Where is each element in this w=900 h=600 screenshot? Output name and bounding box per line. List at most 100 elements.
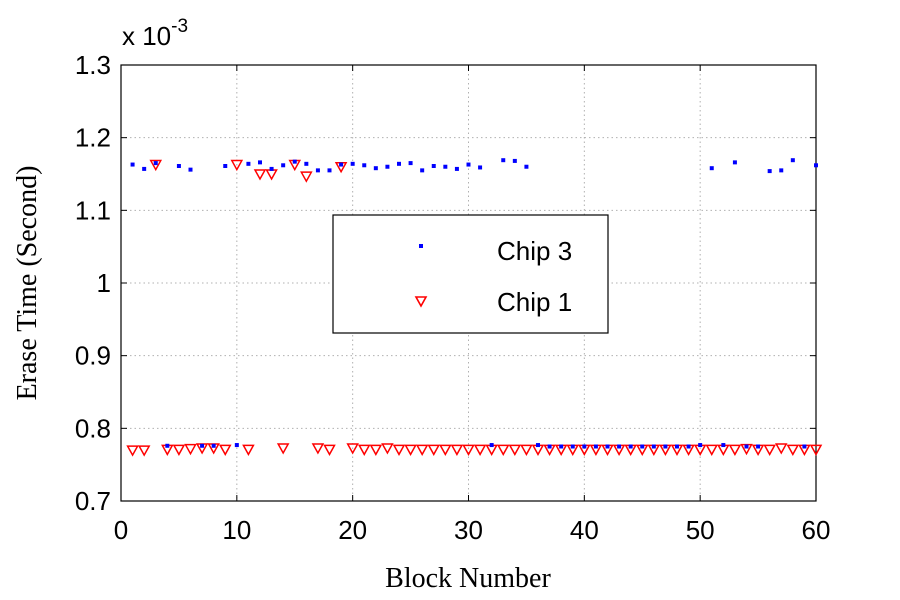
chip3-point <box>281 163 286 168</box>
chip3-point <box>524 164 529 169</box>
chip1-point <box>508 444 522 456</box>
legend-marker-chip1 <box>414 296 428 308</box>
chip3-point <box>593 444 598 449</box>
chip1-point <box>230 159 244 172</box>
y-tick-label: 0.7 <box>75 486 111 516</box>
chip1-point <box>300 171 313 183</box>
chip3-point <box>130 162 135 167</box>
chip3-point <box>640 444 645 449</box>
chip1-point <box>473 444 487 456</box>
chip3-point <box>582 444 587 449</box>
chip1-point <box>809 444 823 456</box>
chip3-point <box>605 444 610 449</box>
chip3-point <box>304 161 309 166</box>
chip3-point <box>790 158 795 163</box>
chip3-point <box>443 164 448 169</box>
chip1-point <box>439 444 452 456</box>
chip3-point <box>709 166 714 171</box>
chip3-point <box>536 443 540 448</box>
chip3-point <box>501 158 506 163</box>
data-series <box>126 158 823 457</box>
chip1-point <box>462 444 475 456</box>
chip3-point <box>454 166 459 171</box>
y-tick-label: 1 <box>97 268 111 298</box>
chip3-point <box>350 161 355 166</box>
chip1-point <box>218 444 232 456</box>
chip3-point <box>547 444 552 449</box>
chip1-point <box>415 444 429 456</box>
chip1-point <box>705 444 719 456</box>
series-chip-3 <box>130 158 818 449</box>
y-axis-label: Erase Time (Second) <box>12 166 43 401</box>
chip1-point <box>137 445 151 457</box>
legend-marker-chip3 <box>419 244 423 248</box>
x-tick-label: 50 <box>686 515 715 545</box>
chip1-point <box>253 169 267 181</box>
chip3-point <box>814 163 818 168</box>
legend-label-chip1: Chip 1 <box>497 287 572 317</box>
chip1-point <box>774 443 788 455</box>
chip3-point <box>686 444 691 449</box>
y-tick-label: 0.9 <box>75 341 111 371</box>
chip3-point <box>767 169 772 174</box>
chip3-point <box>559 444 564 449</box>
x-tick-label: 40 <box>570 515 599 545</box>
chip3-point <box>246 161 251 166</box>
legend-label-chip3: Chip 3 <box>497 236 572 266</box>
chip3-point <box>165 443 170 448</box>
chip3-point <box>628 444 633 449</box>
x-axis-label: Block Number <box>385 563 551 594</box>
chip3-point <box>779 168 784 173</box>
y-tick-label: 1.1 <box>75 195 111 225</box>
legend: Chip 3 Chip 1 <box>332 214 609 334</box>
chip3-point <box>570 444 575 449</box>
chip1-point <box>357 444 371 456</box>
y-tick-label: 1.3 <box>75 50 111 80</box>
chip1-point <box>381 443 394 455</box>
y-tick-label: 0.8 <box>75 413 111 443</box>
legend-box <box>332 214 609 334</box>
chip1-point <box>392 444 406 456</box>
chip1-point <box>346 443 359 455</box>
chip3-point <box>188 167 193 172</box>
chip3-point <box>373 166 378 171</box>
axis-ticks: 0 10 20 30 40 50 60 0.7 0.8 0.9 1 1.1 1.2 1.3 <box>75 50 831 545</box>
chip3-point <box>721 443 726 448</box>
chip3-point <box>269 166 274 171</box>
chip3-point <box>385 164 390 169</box>
chip1-point <box>369 444 383 456</box>
chip1-point <box>184 443 197 456</box>
chip3-point <box>223 164 228 169</box>
x-tick-label: 20 <box>338 515 367 545</box>
chip1-point <box>311 443 325 455</box>
chip3-point <box>315 168 320 173</box>
y-multiplier-label: x 10-3 <box>122 16 188 51</box>
chip1-point <box>323 444 336 456</box>
chip1-point <box>242 444 255 456</box>
x-tick-label: 0 <box>114 515 128 545</box>
chip3-point <box>617 444 622 449</box>
x-tick-label: 10 <box>222 515 251 545</box>
chip3-point <box>651 444 656 449</box>
chip3-point <box>327 168 332 173</box>
chip3-point <box>200 443 205 448</box>
chip1-point <box>404 444 417 456</box>
chip3-point <box>489 443 494 448</box>
chip3-point <box>211 443 216 448</box>
chip3-point <box>234 443 239 448</box>
chip3-point <box>732 160 737 165</box>
chip3-point <box>397 161 401 166</box>
chip1-point <box>172 444 186 456</box>
chip3-point <box>258 160 262 165</box>
chip3-point <box>431 164 436 169</box>
y-tick-label: 1.2 <box>75 123 111 153</box>
y-multiplier-exponent: -3 <box>171 16 188 37</box>
chip3-point <box>339 162 344 167</box>
chip3-point <box>420 168 425 173</box>
chip3-point <box>176 164 181 169</box>
chip1-point <box>496 444 510 456</box>
chip3-point <box>512 158 517 163</box>
chip3-point <box>802 444 807 449</box>
chip3-point <box>408 161 413 166</box>
chip3-point <box>362 163 367 168</box>
